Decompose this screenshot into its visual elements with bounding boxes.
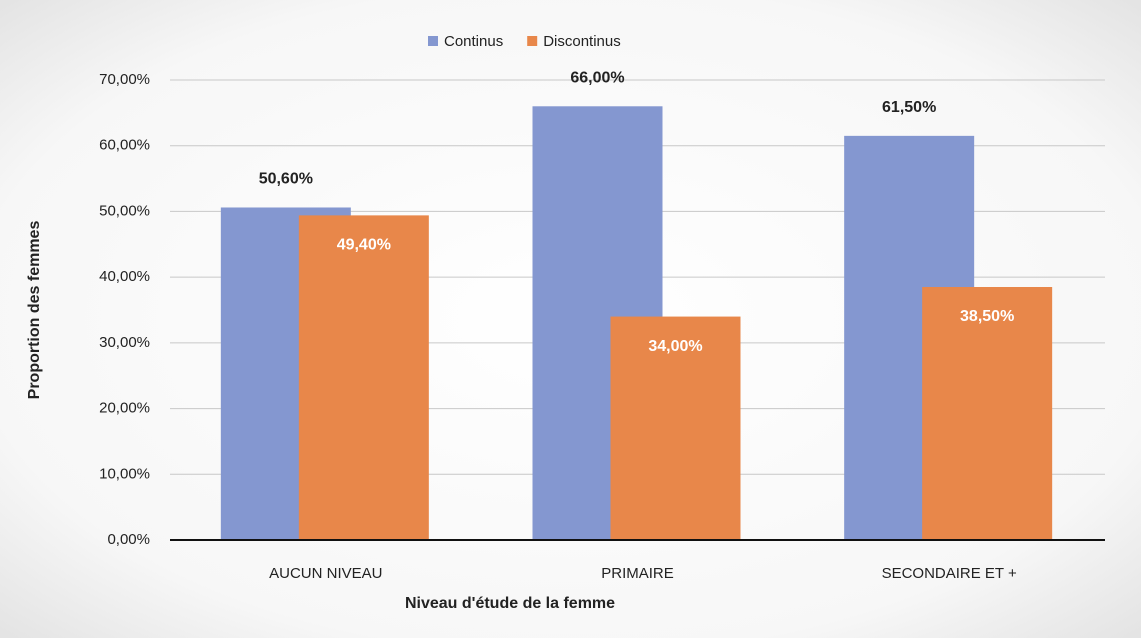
legend-label: Discontinus: [543, 33, 621, 50]
y-tick-label: 40,00%: [99, 268, 150, 285]
data-label: 34,00%: [648, 338, 702, 355]
bar: [922, 287, 1053, 540]
y-tick-label: 60,00%: [99, 137, 150, 154]
legend-swatch: [527, 36, 538, 46]
data-label: 38,50%: [960, 308, 1014, 325]
legend-label: Continus: [444, 33, 503, 50]
y-tick-label: 0,00%: [107, 531, 150, 548]
y-tick-label: 10,00%: [99, 465, 150, 482]
legend-swatch: [428, 36, 438, 46]
y-tick-label: 30,00%: [99, 334, 150, 351]
x-tick-label: PRIMAIRE: [601, 565, 674, 582]
y-tick-label: 50,00%: [99, 202, 150, 219]
y-tick-label: 70,00%: [99, 71, 150, 88]
y-axis-title: Proportion des femmes: [26, 221, 43, 400]
x-axis-title: Niveau d'étude de la femme: [405, 595, 615, 612]
data-label: 50,60%: [259, 171, 313, 188]
x-tick-label: SECONDAIRE ET +: [882, 565, 1017, 582]
data-label: 66,00%: [570, 70, 624, 87]
x-tick-label: AUCUN NIVEAU: [269, 565, 382, 582]
bar: [298, 215, 429, 540]
data-label: 49,40%: [337, 237, 391, 254]
bar: [610, 316, 741, 540]
data-label: 61,50%: [882, 99, 936, 116]
y-tick-label: 20,00%: [99, 400, 150, 417]
